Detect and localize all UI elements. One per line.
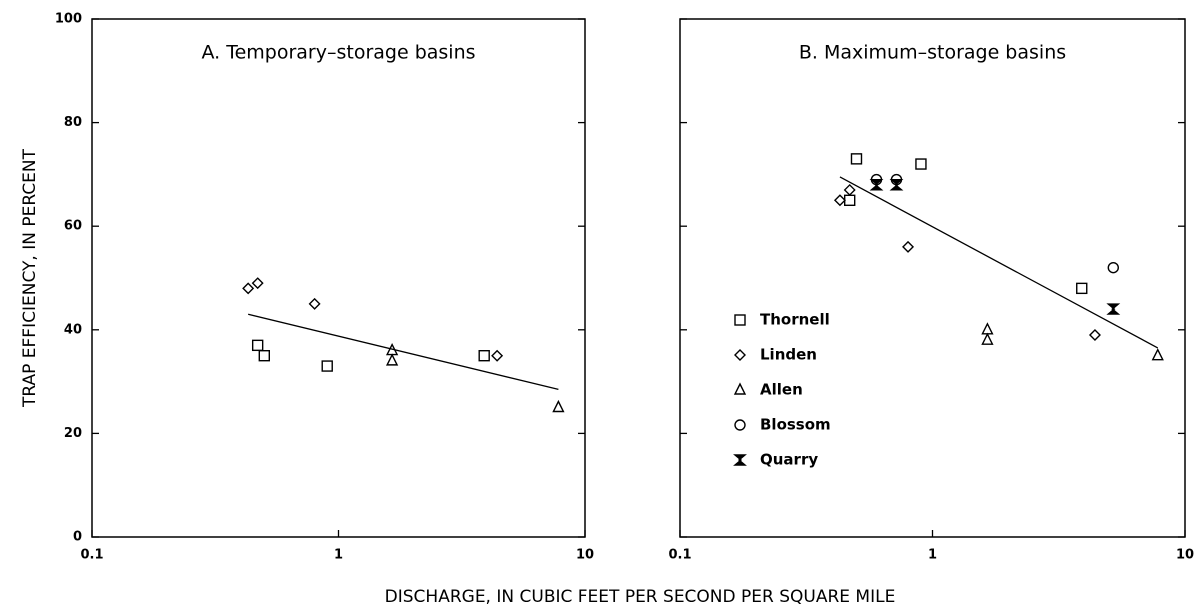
y-tick-label: 0 [73,530,82,545]
marker-triangle [733,382,747,395]
marker-square [258,350,270,362]
x-axis-label: DISCHARGE, IN CUBIC FEET PER SECOND PER … [385,587,896,607]
marker-triangle [981,322,994,335]
panel-title: B. Maximum–storage basins [799,42,1066,64]
marker-circle [734,419,746,431]
marker-square [844,194,856,207]
marker-square [734,314,746,326]
legend-label: Quarry [760,451,818,469]
x-tick-label: 1 [928,548,937,563]
y-tick-label: 40 [64,322,82,337]
marker-square [1076,282,1088,295]
x-tick-label: 0.1 [80,548,103,563]
x-tick-label: 1 [334,548,343,563]
marker-square [850,153,863,165]
x-tick-label: 10 [1176,548,1194,563]
marker-diamond [1088,328,1101,341]
legend-label: Blossom [760,416,831,434]
plot-frame [679,18,1186,538]
legend-label: Thornell [760,311,830,329]
marker-diamond [734,349,746,361]
marker-square [915,158,927,170]
panel-title: A. Temporary–storage basins [201,42,475,64]
y-tick-label: 20 [64,426,82,441]
marker-hourglass [733,454,747,466]
marker-diamond [251,277,264,290]
marker-hourglass [869,179,884,191]
marker-diamond [242,282,255,295]
trend-line [247,313,559,391]
x-tick-label: 0.1 [668,548,691,563]
legend-label: Allen [760,381,803,399]
marker-diamond [491,349,504,362]
trend-line [839,176,1159,349]
y-tick-label: 100 [55,12,82,27]
marker-triangle [1151,348,1164,361]
marker-square [251,339,264,352]
x-tick-label: 10 [576,548,594,563]
legend-label: Linden [760,346,817,364]
y-tick-label: 80 [64,115,82,130]
marker-triangle [552,399,565,413]
marker-hourglass [1106,303,1121,315]
marker-triangle [981,332,994,345]
y-tick-label: 60 [64,219,82,234]
marker-square [321,360,333,372]
marker-square [478,350,490,362]
y-axis-label: TRAP EFFICIENCY, IN PERCENT [20,148,40,408]
marker-circle [1107,261,1119,274]
marker-diamond [308,297,321,310]
plot-frame [91,18,586,538]
marker-diamond [833,194,846,207]
marker-diamond [843,183,856,196]
marker-hourglass [889,179,904,191]
marker-triangle [385,353,399,366]
marker-diamond [902,240,915,253]
